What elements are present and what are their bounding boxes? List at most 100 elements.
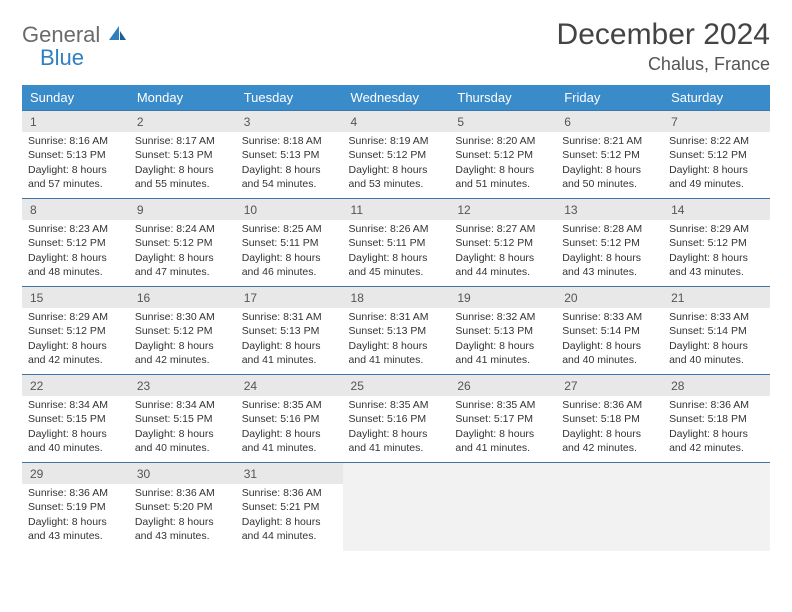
- sunset-line: Sunset: 5:13 PM: [455, 324, 550, 338]
- day-body: Sunrise: 8:33 AMSunset: 5:14 PMDaylight:…: [663, 308, 770, 371]
- sunset-line: Sunset: 5:14 PM: [562, 324, 657, 338]
- day-number: 23: [129, 375, 236, 396]
- calendar-cell: 13Sunrise: 8:28 AMSunset: 5:12 PMDayligh…: [556, 199, 663, 287]
- daylight-line: Daylight: 8 hours and 41 minutes.: [349, 339, 444, 367]
- calendar-cell: 25Sunrise: 8:35 AMSunset: 5:16 PMDayligh…: [343, 375, 450, 463]
- daylight-line: Daylight: 8 hours and 49 minutes.: [669, 163, 764, 191]
- sunset-line: Sunset: 5:13 PM: [242, 324, 337, 338]
- sunrise-line: Sunrise: 8:36 AM: [562, 398, 657, 412]
- day-number: 26: [449, 375, 556, 396]
- day-body: Sunrise: 8:34 AMSunset: 5:15 PMDaylight:…: [22, 396, 129, 459]
- day-body: Sunrise: 8:26 AMSunset: 5:11 PMDaylight:…: [343, 220, 450, 283]
- day-number: 9: [129, 199, 236, 220]
- calendar-table: Sunday Monday Tuesday Wednesday Thursday…: [22, 85, 770, 551]
- weekday-header: Thursday: [449, 85, 556, 111]
- sunset-line: Sunset: 5:12 PM: [135, 236, 230, 250]
- calendar-cell: 17Sunrise: 8:31 AMSunset: 5:13 PMDayligh…: [236, 287, 343, 375]
- sunset-line: Sunset: 5:12 PM: [669, 236, 764, 250]
- day-body: Sunrise: 8:24 AMSunset: 5:12 PMDaylight:…: [129, 220, 236, 283]
- sunset-line: Sunset: 5:12 PM: [28, 324, 123, 338]
- day-number: 21: [663, 287, 770, 308]
- sunset-line: Sunset: 5:12 PM: [562, 148, 657, 162]
- calendar-cell: 22Sunrise: 8:34 AMSunset: 5:15 PMDayligh…: [22, 375, 129, 463]
- daylight-line: Daylight: 8 hours and 40 minutes.: [669, 339, 764, 367]
- day-number: 29: [22, 463, 129, 484]
- sunrise-line: Sunrise: 8:31 AM: [242, 310, 337, 324]
- daylight-line: Daylight: 8 hours and 42 minutes.: [669, 427, 764, 455]
- daylight-line: Daylight: 8 hours and 44 minutes.: [242, 515, 337, 543]
- daylight-line: Daylight: 8 hours and 47 minutes.: [135, 251, 230, 279]
- day-number: 20: [556, 287, 663, 308]
- sunset-line: Sunset: 5:12 PM: [28, 236, 123, 250]
- daylight-line: Daylight: 8 hours and 40 minutes.: [562, 339, 657, 367]
- day-body: Sunrise: 8:21 AMSunset: 5:12 PMDaylight:…: [556, 132, 663, 195]
- calendar-cell: 30Sunrise: 8:36 AMSunset: 5:20 PMDayligh…: [129, 463, 236, 551]
- sunrise-line: Sunrise: 8:17 AM: [135, 134, 230, 148]
- calendar-cell: 16Sunrise: 8:30 AMSunset: 5:12 PMDayligh…: [129, 287, 236, 375]
- weekday-header: Tuesday: [236, 85, 343, 111]
- day-body: Sunrise: 8:35 AMSunset: 5:16 PMDaylight:…: [343, 396, 450, 459]
- sunset-line: Sunset: 5:17 PM: [455, 412, 550, 426]
- sunrise-line: Sunrise: 8:33 AM: [562, 310, 657, 324]
- calendar-cell: 7Sunrise: 8:22 AMSunset: 5:12 PMDaylight…: [663, 111, 770, 199]
- day-body: Sunrise: 8:29 AMSunset: 5:12 PMDaylight:…: [663, 220, 770, 283]
- sunrise-line: Sunrise: 8:33 AM: [669, 310, 764, 324]
- sunrise-line: Sunrise: 8:35 AM: [455, 398, 550, 412]
- sunrise-line: Sunrise: 8:18 AM: [242, 134, 337, 148]
- calendar-cell: 10Sunrise: 8:25 AMSunset: 5:11 PMDayligh…: [236, 199, 343, 287]
- daylight-line: Daylight: 8 hours and 43 minutes.: [28, 515, 123, 543]
- day-body: Sunrise: 8:23 AMSunset: 5:12 PMDaylight:…: [22, 220, 129, 283]
- day-number: 8: [22, 199, 129, 220]
- calendar-row: 22Sunrise: 8:34 AMSunset: 5:15 PMDayligh…: [22, 375, 770, 463]
- weekday-header-row: Sunday Monday Tuesday Wednesday Thursday…: [22, 85, 770, 111]
- day-number: 22: [22, 375, 129, 396]
- calendar-cell: 3Sunrise: 8:18 AMSunset: 5:13 PMDaylight…: [236, 111, 343, 199]
- sunrise-line: Sunrise: 8:32 AM: [455, 310, 550, 324]
- day-body: Sunrise: 8:36 AMSunset: 5:21 PMDaylight:…: [236, 484, 343, 547]
- day-number: 27: [556, 375, 663, 396]
- weekday-header: Sunday: [22, 85, 129, 111]
- calendar-cell: 23Sunrise: 8:34 AMSunset: 5:15 PMDayligh…: [129, 375, 236, 463]
- daylight-line: Daylight: 8 hours and 41 minutes.: [455, 427, 550, 455]
- day-number: 14: [663, 199, 770, 220]
- day-body: Sunrise: 8:32 AMSunset: 5:13 PMDaylight:…: [449, 308, 556, 371]
- weekday-header: Saturday: [663, 85, 770, 111]
- calendar-cell: 21Sunrise: 8:33 AMSunset: 5:14 PMDayligh…: [663, 287, 770, 375]
- calendar-cell: 5Sunrise: 8:20 AMSunset: 5:12 PMDaylight…: [449, 111, 556, 199]
- calendar-cell: 12Sunrise: 8:27 AMSunset: 5:12 PMDayligh…: [449, 199, 556, 287]
- day-number: 7: [663, 111, 770, 132]
- calendar-cell: 29Sunrise: 8:36 AMSunset: 5:19 PMDayligh…: [22, 463, 129, 551]
- sunrise-line: Sunrise: 8:29 AM: [28, 310, 123, 324]
- day-number: 30: [129, 463, 236, 484]
- calendar-cell: 6Sunrise: 8:21 AMSunset: 5:12 PMDaylight…: [556, 111, 663, 199]
- day-body: Sunrise: 8:16 AMSunset: 5:13 PMDaylight:…: [22, 132, 129, 195]
- day-number: 17: [236, 287, 343, 308]
- day-body: Sunrise: 8:27 AMSunset: 5:12 PMDaylight:…: [449, 220, 556, 283]
- sunset-line: Sunset: 5:13 PM: [28, 148, 123, 162]
- daylight-line: Daylight: 8 hours and 41 minutes.: [349, 427, 444, 455]
- sunrise-line: Sunrise: 8:34 AM: [135, 398, 230, 412]
- sunset-line: Sunset: 5:21 PM: [242, 500, 337, 514]
- weekday-header: Monday: [129, 85, 236, 111]
- calendar-row: 29Sunrise: 8:36 AMSunset: 5:19 PMDayligh…: [22, 463, 770, 551]
- sunrise-line: Sunrise: 8:27 AM: [455, 222, 550, 236]
- calendar-cell: 14Sunrise: 8:29 AMSunset: 5:12 PMDayligh…: [663, 199, 770, 287]
- sunrise-line: Sunrise: 8:36 AM: [28, 486, 123, 500]
- day-body: Sunrise: 8:34 AMSunset: 5:15 PMDaylight:…: [129, 396, 236, 459]
- sunset-line: Sunset: 5:13 PM: [242, 148, 337, 162]
- day-number: 2: [129, 111, 236, 132]
- sunrise-line: Sunrise: 8:34 AM: [28, 398, 123, 412]
- daylight-line: Daylight: 8 hours and 40 minutes.: [28, 427, 123, 455]
- daylight-line: Daylight: 8 hours and 42 minutes.: [135, 339, 230, 367]
- day-body: Sunrise: 8:25 AMSunset: 5:11 PMDaylight:…: [236, 220, 343, 283]
- calendar-cell: 4Sunrise: 8:19 AMSunset: 5:12 PMDaylight…: [343, 111, 450, 199]
- day-body: Sunrise: 8:35 AMSunset: 5:16 PMDaylight:…: [236, 396, 343, 459]
- day-body: Sunrise: 8:17 AMSunset: 5:13 PMDaylight:…: [129, 132, 236, 195]
- day-number: 28: [663, 375, 770, 396]
- sunset-line: Sunset: 5:16 PM: [349, 412, 444, 426]
- sunset-line: Sunset: 5:20 PM: [135, 500, 230, 514]
- daylight-line: Daylight: 8 hours and 55 minutes.: [135, 163, 230, 191]
- daylight-line: Daylight: 8 hours and 48 minutes.: [28, 251, 123, 279]
- sunset-line: Sunset: 5:11 PM: [242, 236, 337, 250]
- day-number: 19: [449, 287, 556, 308]
